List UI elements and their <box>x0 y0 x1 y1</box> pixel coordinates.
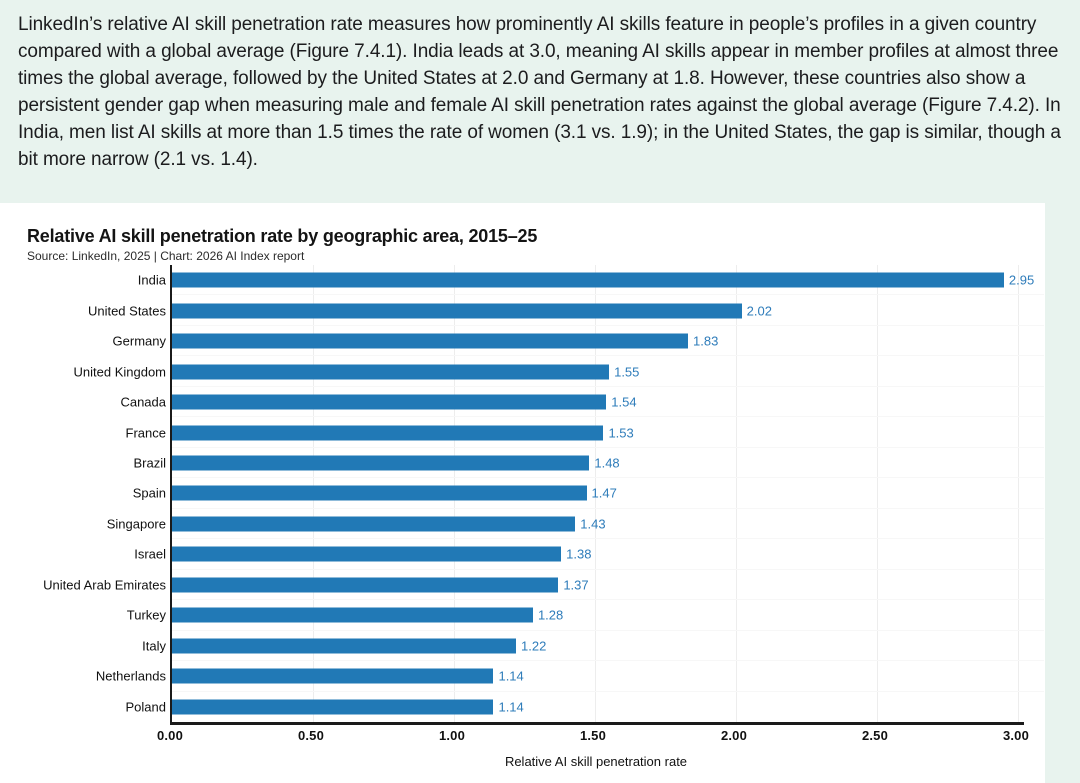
value-label: 2.95 <box>1008 272 1035 288</box>
bar-row: United Arab Emirates 1.37 <box>43 570 1044 601</box>
x-tick-label: 0.00 <box>156 728 184 743</box>
value-label: 1.38 <box>566 546 592 562</box>
category-label: United Kingdom <box>73 364 167 380</box>
x-tick-label: 0.50 <box>297 728 325 743</box>
x-tick-label: 3.00 <box>1002 728 1030 743</box>
bar <box>172 546 562 562</box>
value-label: 1.83 <box>693 333 719 349</box>
bar-row: United Kingdom 1.55 <box>74 356 1044 387</box>
bar-row: Israel 1.38 <box>134 539 1044 570</box>
row-separator <box>172 355 1044 357</box>
gridline <box>1017 265 1019 722</box>
category-label: Spain <box>132 485 166 501</box>
bar <box>172 303 742 319</box>
gridline <box>876 265 878 722</box>
bar <box>172 485 587 501</box>
bar <box>172 425 604 441</box>
value-label: 2.02 <box>746 303 772 319</box>
bar <box>172 333 689 349</box>
category-label: France <box>125 425 166 441</box>
bar-row: India 2.95 <box>138 265 1044 296</box>
row-separator <box>172 507 1044 509</box>
row-separator <box>172 385 1044 387</box>
value-label: 1.28 <box>537 607 564 623</box>
bar-row: Spain 1.47 <box>133 478 1044 509</box>
row-separator <box>172 294 1044 296</box>
category-label: United Arab Emirates <box>43 577 166 593</box>
row-separator <box>172 416 1044 418</box>
value-label: 1.48 <box>594 455 620 471</box>
category-label: Canada <box>120 394 166 410</box>
bar <box>172 364 610 380</box>
plot-area: India 2.95 United States 2.02 Germany 1.83 Uni… <box>43 265 1044 725</box>
value-label: 1.55 <box>614 364 640 380</box>
value-label: 1.22 <box>521 638 547 654</box>
category-label: Poland <box>125 699 166 715</box>
bar <box>172 577 559 593</box>
category-label: Germany <box>112 333 166 349</box>
row-separator <box>172 477 1044 479</box>
x-tick-label: 1.50 <box>579 728 607 743</box>
bar <box>172 455 590 471</box>
chart-title: Relative AI skill penetration rate by ge… <box>27 226 538 246</box>
value-label: 1.47 <box>591 485 617 501</box>
row-separator <box>172 538 1044 540</box>
category-label: India <box>137 272 166 288</box>
value-label: 1.43 <box>580 516 606 532</box>
row-separator <box>172 324 1044 326</box>
row-separator <box>172 568 1044 570</box>
bar-row: Turkey 1.28 <box>127 600 1044 631</box>
bar-row: France 1.53 <box>126 417 1044 448</box>
category-label: Turkey <box>126 607 166 623</box>
value-label: 1.53 <box>608 425 634 441</box>
bar-row: Netherlands 1.14 <box>96 661 1044 692</box>
bar-row: Singapore 1.43 <box>107 509 1044 540</box>
value-label: 1.14 <box>498 668 524 684</box>
value-label: 1.14 <box>498 699 524 715</box>
chart-source: Source: LinkedIn, 2025 | Chart: 2026 AI … <box>27 249 305 263</box>
bar <box>172 699 494 715</box>
bar-row: Poland 1.14 <box>126 692 1024 722</box>
bar-row: Brazil 1.48 <box>133 448 1044 479</box>
bar <box>172 638 517 654</box>
gridline <box>594 265 596 722</box>
x-axis-title: Relative AI skill penetration rate <box>504 754 688 769</box>
chart-card: Relative AI skill penetration rate by ge… <box>0 203 1045 783</box>
bar <box>172 272 1004 288</box>
row-separator <box>172 446 1044 448</box>
row-separator <box>172 660 1044 662</box>
bar <box>172 394 607 410</box>
bar-row: United States 2.02 <box>88 295 1044 326</box>
x-tick-label: 2.50 <box>861 728 889 743</box>
bar-row: Canada 1.54 <box>120 387 1044 418</box>
category-label: Italy <box>142 638 166 654</box>
x-tick-label: 1.00 <box>438 728 466 743</box>
category-label: Netherlands <box>95 668 166 684</box>
row-separator <box>172 599 1044 601</box>
category-label: United States <box>87 303 166 319</box>
bar <box>172 668 494 684</box>
row-separator <box>172 690 1044 692</box>
x-tick-label: 2.00 <box>720 728 748 743</box>
bar-row: Italy 1.22 <box>142 631 1044 662</box>
value-label: 1.37 <box>563 577 589 593</box>
value-label: 1.54 <box>611 394 637 410</box>
row-separator <box>172 629 1044 631</box>
intro-paragraph: LinkedIn’s relative AI skill penetration… <box>18 14 1061 170</box>
bar <box>172 516 576 532</box>
category-label: Brazil <box>133 455 166 471</box>
bar <box>172 607 533 623</box>
category-label: Israel <box>134 546 166 562</box>
bar-row: Germany 1.83 <box>113 326 1044 357</box>
gridline <box>735 265 737 722</box>
category-label: Singapore <box>106 516 166 532</box>
